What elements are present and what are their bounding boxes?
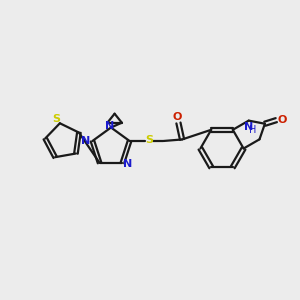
Text: S: S [145,135,153,145]
Text: S: S [52,114,60,124]
Text: O: O [172,112,182,122]
Text: H: H [249,125,256,135]
Text: N: N [244,122,253,132]
Text: N: N [105,121,114,131]
Text: N: N [123,159,133,169]
Text: O: O [278,115,287,125]
Text: N: N [81,136,91,146]
